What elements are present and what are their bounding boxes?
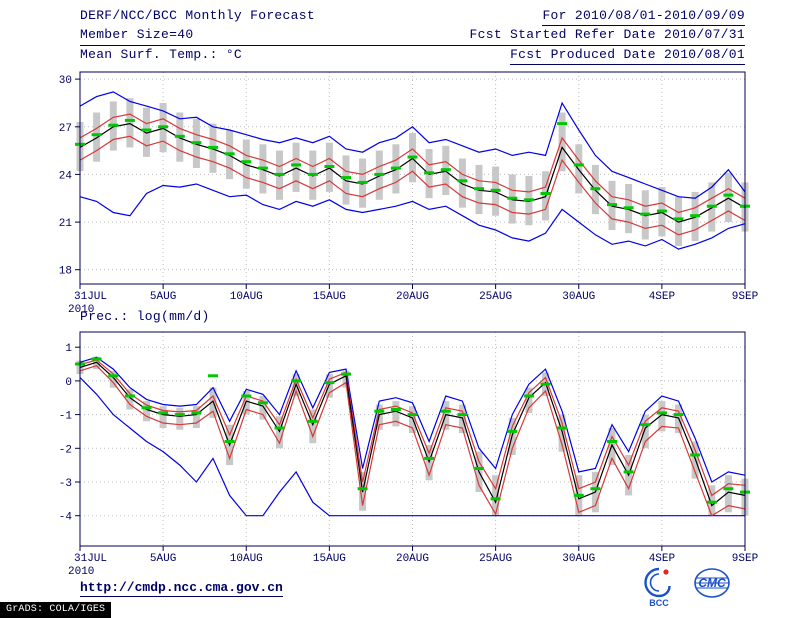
ensemble-spread-bar (292, 142, 300, 192)
bcc-logo-dot (663, 569, 669, 575)
cmc-logo-latitude-lines (695, 577, 729, 589)
ensemble-spread-bar (93, 112, 101, 162)
series-upper-quartile (79, 113, 746, 214)
ensemble-spread-bar (325, 374, 333, 398)
y-tick-label: 18 (59, 266, 72, 278)
series-ensemble-max (79, 356, 746, 483)
series-ensemble-max (79, 91, 746, 199)
ensemble-spread-bar (724, 475, 732, 513)
ensemble-spread-bar (143, 401, 150, 422)
ensemble-spread-bar (492, 475, 500, 516)
header-divider (80, 45, 745, 46)
series-lower-quartile (79, 135, 746, 236)
precip-panel: 31JUL 5AUG 10AUG 15AUG 20AUG 25AUG 30AUG 4SEP 9S… (59, 331, 759, 578)
ensemble-spread-bar (242, 139, 250, 189)
ensemble-spread-bar (658, 401, 666, 432)
bcc-logo: BCC (644, 567, 671, 608)
bcc-logo-swirl-inner (649, 573, 660, 592)
y-tick-label: -3 (59, 478, 72, 490)
ensemble-spread-bar (558, 112, 566, 172)
bcc-logo-label: BCC (649, 598, 669, 608)
y-tick-label: 30 (59, 75, 72, 87)
ensemble-spread-bar (126, 389, 134, 410)
refer-date-label: Fcst Started Refer Date 2010/07/31 (469, 27, 745, 42)
x-tick-label: 10AUG (230, 291, 263, 303)
x-tick-label: 4SEP (649, 553, 676, 565)
grads-stamp: GrADS: COLA/IGES (0, 602, 112, 618)
forecast-range-label: For 2010/08/01-2010/09/09 (542, 8, 745, 26)
y-tick-label: -2 (59, 444, 72, 456)
cmc-logo: CMC (694, 568, 730, 598)
series-lower-quartile (79, 365, 746, 517)
x-tick-label: 30AUG (562, 291, 595, 303)
ensemble-spread-bar (309, 409, 317, 444)
ensemble-spread-bar (159, 406, 167, 428)
page-title: DERF/NCC/BCC Monthly Forecast (80, 8, 315, 23)
x-tick-label: 9SEP (732, 291, 759, 303)
x-tick-label: 31JUL (74, 553, 107, 565)
x-tick-label: 31JUL (74, 291, 107, 303)
ensemble-spread-bar (109, 370, 117, 388)
source-url: http://cmdp.ncc.cma.gov.cn (80, 580, 283, 597)
ensemble-spread-bar (242, 391, 250, 415)
y-tick-label: 27 (59, 123, 72, 135)
ensemble-spread-bar (259, 396, 267, 420)
series-upper-quartile (79, 359, 746, 497)
ensemble-spread-bar (342, 155, 350, 205)
x-tick-label: 4SEP (649, 291, 676, 303)
y-tick-label: 24 (59, 170, 73, 182)
member-size-label: Member Size=40 (80, 27, 194, 42)
ensemble-spread-bar (525, 387, 533, 413)
x-tick-label: 20AUG (396, 291, 429, 303)
x-axis-year-label: 2010 (68, 304, 94, 316)
x-tick-label: 25AUG (479, 291, 512, 303)
y-tick-label: 0 (65, 377, 72, 389)
ensemble-spread-bar (409, 406, 416, 434)
ensemble-spread-bar (176, 407, 184, 430)
bcc-logo-swirl-outer (644, 567, 671, 598)
series-ensemble-mean (79, 361, 746, 507)
ensemble-spread-bar (392, 401, 400, 427)
x-tick-label: 5AUG (150, 291, 176, 303)
x-tick-label: 30AUG (562, 553, 595, 565)
cmc-logo-label: CMC (698, 576, 726, 590)
x-tick-label: 25AUG (479, 553, 512, 565)
x-tick-label: 5AUG (150, 553, 176, 565)
ensemble-spread-bar (708, 485, 716, 516)
y-tick-label: 21 (59, 218, 73, 230)
ensemble-spread-bar (641, 414, 649, 449)
x-tick-label: 10AUG (230, 553, 263, 565)
panel1-title: Mean Surf. Temp.: °C (80, 47, 243, 62)
x-tick-label: 15AUG (313, 553, 346, 565)
x-axis-year-label: 2010 (68, 566, 94, 578)
x-tick-label: 9SEP (732, 553, 759, 565)
series-ensemble-min (79, 183, 746, 250)
series-ensemble-min (79, 377, 745, 517)
produced-date-label: Fcst Produced Date 2010/08/01 (510, 47, 745, 65)
x-tick-label: 20AUG (396, 553, 429, 565)
ensemble-spread-bar (143, 107, 150, 157)
ensemble-spread-bar (192, 406, 200, 428)
ensemble-spread-bar (675, 196, 682, 246)
y-tick-label: 1 (65, 343, 72, 355)
y-tick-label: -4 (59, 512, 73, 524)
x-tick-label: 15AUG (313, 291, 346, 303)
ensemble-spread-bar (724, 172, 732, 222)
temp-panel: 31JUL 5AUG 10AUG 15AUG 20AUG 25AUG 30AUG 4SEP 9S… (59, 71, 759, 316)
ensemble-spread-bar (458, 158, 466, 208)
ensemble-spread-bar (126, 98, 134, 148)
panel2-title: Prec.: log(mm/d) (80, 309, 210, 324)
y-tick-label: -1 (59, 411, 73, 423)
